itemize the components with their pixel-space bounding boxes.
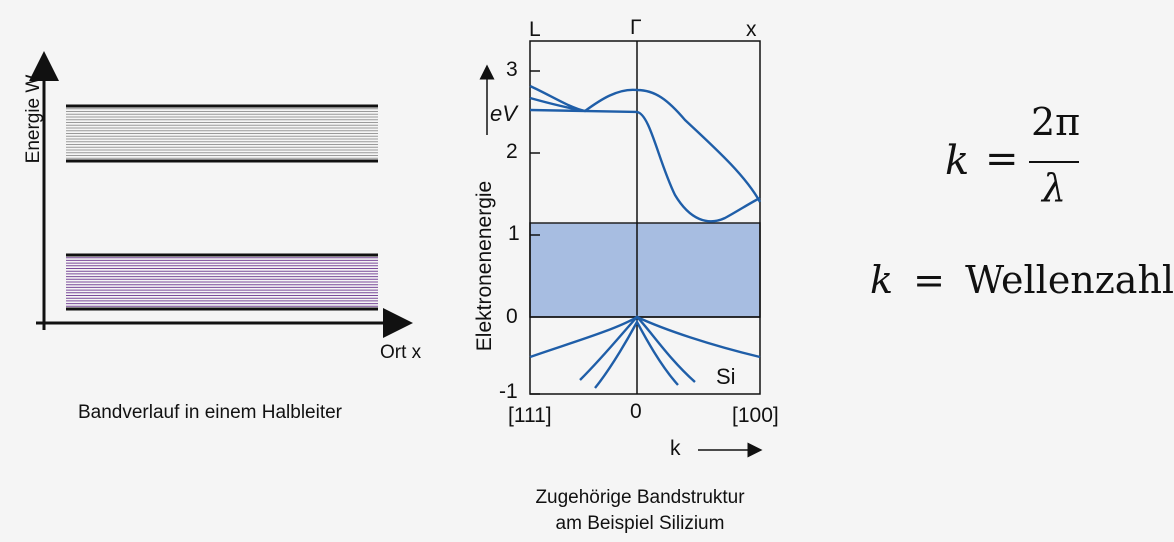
k-label: k <box>670 437 681 460</box>
formula-wellenzahl: k = Wellenzahl <box>870 258 1174 302</box>
formula2-wellenzahl: Wellenzahl <box>965 258 1174 302</box>
energy-unit: eV <box>490 101 517 126</box>
band-structure-diagram: L Γ x 3 2 1 0 -1 Elektronenenergie eV [1… <box>440 0 860 542</box>
band-gap-region <box>529 222 761 318</box>
formula-k-definition: k = 2π λ <box>945 100 1095 210</box>
y-tick-label-3: 3 <box>506 58 518 81</box>
y-tick-label-0: 0 <box>506 305 518 328</box>
x-axis-label: Ort x <box>380 342 422 363</box>
formula-k-symbol: k <box>945 138 970 184</box>
band-profile-plot <box>29 51 413 338</box>
label-X: x <box>746 18 757 41</box>
x-tick-111: [111] <box>508 404 552 427</box>
left-caption: Bandverlauf in einem Halbleiter <box>77 402 343 423</box>
y-tick-label-2: 2 <box>506 140 518 163</box>
caption-line2: am Beispiel Silizium <box>555 513 725 534</box>
y-tick-label-minus1: -1 <box>499 380 518 403</box>
formula-denominator: λ <box>1042 166 1067 210</box>
y-tick-label-1: 1 <box>508 222 520 245</box>
conduction-band-curves <box>529 84 762 223</box>
cb-curve-lower <box>529 108 761 223</box>
label-L: L <box>529 18 541 41</box>
valence-band-curves <box>529 315 761 389</box>
band-structure-caption: Zugehörige Bandstruktur am Beispiel Sili… <box>460 485 820 537</box>
conduction-band <box>66 104 378 163</box>
plot-frame <box>529 40 761 395</box>
x-tick-100: [100] <box>732 404 779 427</box>
formula2-k-symbol: k <box>870 258 894 302</box>
band-structure-plot <box>479 40 763 458</box>
energy-axis-label: Elektronenenergie <box>473 180 496 352</box>
vb-curve-light-hole <box>579 315 696 383</box>
material-label: Si <box>716 364 736 389</box>
fraction-bar <box>1029 161 1079 163</box>
valence-band <box>66 253 378 311</box>
formula2-equals: = <box>913 258 945 302</box>
formula-numerator: 2π <box>1031 100 1081 144</box>
y-axis-label: Energie W <box>23 74 44 164</box>
band-profile-diagram: Energie W Ort x Bandverlauf in einem Hal… <box>0 0 440 440</box>
formula-equals: = <box>985 136 1019 182</box>
cb-curve-l-branch <box>529 96 586 113</box>
label-gamma: Γ <box>630 16 642 39</box>
vb-curve-split-off <box>594 319 679 389</box>
x-tick-0: 0 <box>630 400 642 423</box>
cb-curve-upper <box>529 84 762 203</box>
caption-line1: Zugehörige Bandstruktur <box>535 487 745 508</box>
